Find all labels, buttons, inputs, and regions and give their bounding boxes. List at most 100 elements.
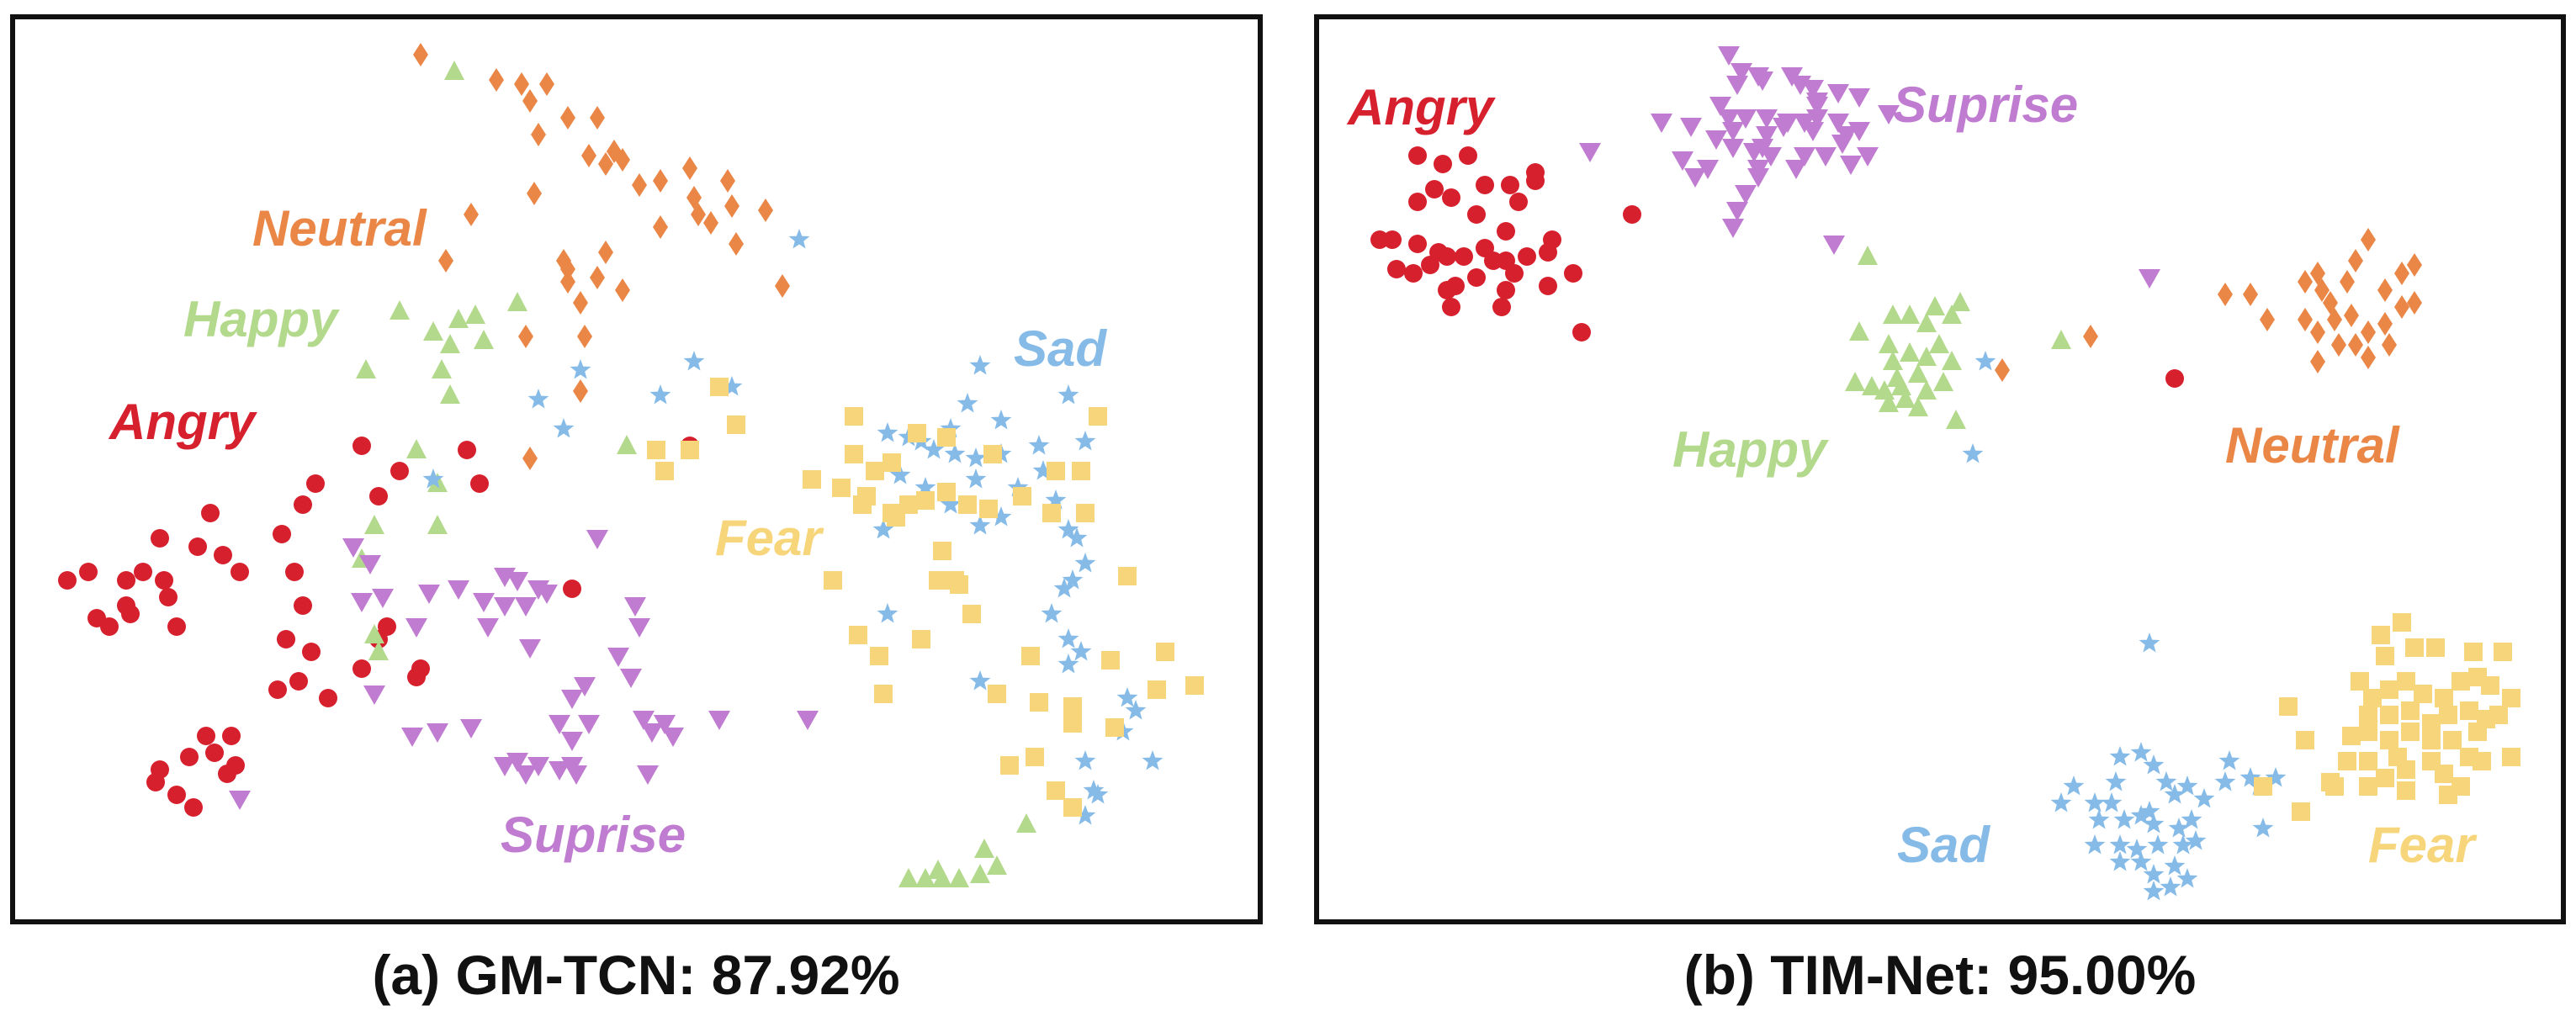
point-fear-a-35 bbox=[870, 647, 888, 665]
point-fear-b-10 bbox=[2380, 680, 2398, 699]
point-suprise-b-48 bbox=[1709, 97, 1731, 116]
point-angry-a-10 bbox=[188, 537, 207, 556]
point-suprise-b-30 bbox=[1815, 147, 1837, 167]
point-sad-a-49 bbox=[1087, 784, 1109, 804]
point-neutral-a-12 bbox=[632, 173, 647, 197]
point-sad-b-9 bbox=[2130, 742, 2152, 762]
point-happy-a-6 bbox=[474, 330, 494, 349]
label-sad-a: Sad bbox=[1014, 320, 1107, 377]
point-angry-a-42 bbox=[167, 786, 186, 804]
point-neutral-b-18 bbox=[2344, 304, 2359, 327]
point-happy-b-12 bbox=[1929, 334, 1949, 353]
point-neutral-a-23 bbox=[527, 182, 542, 205]
point-suprise-b-7 bbox=[1802, 80, 1824, 99]
point-angry-a-37 bbox=[180, 748, 199, 766]
point-happy-a-16 bbox=[364, 624, 384, 643]
point-fear-b-6 bbox=[2494, 643, 2512, 661]
point-suprise-b-9 bbox=[1827, 84, 1849, 103]
point-angry-a-38 bbox=[205, 744, 224, 762]
point-fear-b-1 bbox=[2393, 613, 2411, 632]
point-angry-b-27 bbox=[1467, 268, 1486, 287]
point-happy-b-3 bbox=[1916, 313, 1937, 332]
label-fear-a: Fear bbox=[715, 510, 824, 566]
point-angry-a-16 bbox=[306, 474, 325, 493]
label-neutral-a: Neutral bbox=[252, 200, 427, 257]
point-sad-b-26 bbox=[2147, 834, 2169, 855]
point-sad-b-14 bbox=[2193, 788, 2215, 808]
point-neutral-a-4 bbox=[539, 72, 554, 96]
point-sad-a-35 bbox=[1053, 578, 1075, 598]
point-fear-a-7 bbox=[937, 428, 956, 447]
point-happy-b-1 bbox=[1883, 304, 1903, 324]
point-fear-b-40 bbox=[2376, 769, 2394, 787]
point-sad-b-25 bbox=[2172, 834, 2194, 855]
point-sad-a-40 bbox=[877, 603, 898, 623]
point-fear-a-34 bbox=[849, 626, 867, 644]
point-sad-b-34 bbox=[2143, 881, 2165, 901]
point-angry-b-22 bbox=[1387, 260, 1406, 278]
point-suprise-a-39 bbox=[708, 711, 730, 730]
point-happy-a-23 bbox=[949, 868, 969, 887]
point-fear-b-8 bbox=[2351, 672, 2369, 691]
point-angry-b-21 bbox=[1543, 230, 1561, 249]
point-fear-a-33 bbox=[1118, 567, 1137, 585]
point-angry-b-30 bbox=[1564, 264, 1582, 283]
point-suprise-a-0 bbox=[342, 538, 364, 558]
point-neutral-b-9 bbox=[2361, 228, 2376, 251]
point-happy-a-0 bbox=[444, 61, 464, 80]
point-neutral-a-30 bbox=[615, 278, 630, 302]
point-fear-a-1 bbox=[727, 416, 745, 434]
point-suprise-b-3 bbox=[1752, 71, 1773, 91]
point-sad-b-5 bbox=[2063, 775, 2085, 796]
point-suprise-a-15 bbox=[536, 585, 558, 604]
point-happy-a-5 bbox=[465, 304, 485, 324]
point-sad-b-16 bbox=[2239, 767, 2261, 787]
point-suprise-b-44 bbox=[1579, 143, 1601, 162]
point-fear-a-18 bbox=[916, 491, 935, 510]
panel-a: Neutral Happy Angry Sad Fear Suprise bbox=[10, 14, 1263, 924]
point-angry-a-34 bbox=[563, 580, 581, 598]
point-sad-b-24 bbox=[2181, 809, 2202, 829]
point-angry-b-24 bbox=[1421, 256, 1439, 274]
point-neutral-a-7 bbox=[590, 106, 605, 130]
point-angry-a-44 bbox=[146, 773, 165, 791]
point-sad-b-30 bbox=[2130, 851, 2152, 871]
point-fear-b-12 bbox=[2414, 685, 2432, 703]
point-neutral-a-32 bbox=[560, 270, 575, 294]
point-sad-b-31 bbox=[2109, 834, 2131, 855]
point-sad-a-41 bbox=[1057, 654, 1079, 674]
point-happy-a-2 bbox=[423, 321, 443, 341]
point-fear-b-47 bbox=[2292, 802, 2310, 821]
point-fear-a-0 bbox=[710, 378, 729, 396]
point-sad-a-9 bbox=[1057, 384, 1079, 405]
point-suprise-a-26 bbox=[527, 757, 549, 776]
point-fear-b-9 bbox=[2363, 689, 2382, 707]
point-happy-a-9 bbox=[440, 384, 460, 404]
point-neutral-b-27 bbox=[1995, 358, 2010, 382]
point-fear-a-46 bbox=[1105, 718, 1124, 737]
point-neutral-b-7 bbox=[2340, 270, 2355, 294]
point-fear-b-26 bbox=[2359, 723, 2377, 741]
point-suprise-a-13 bbox=[519, 639, 541, 659]
point-angry-b-5 bbox=[1442, 188, 1460, 207]
point-suprise-a-6 bbox=[448, 580, 469, 600]
point-neutral-a-36 bbox=[522, 447, 538, 470]
point-fear-a-36 bbox=[912, 630, 930, 648]
point-angry-b-23 bbox=[1404, 264, 1423, 283]
point-sad-b-38 bbox=[2139, 801, 2160, 821]
point-fear-a-53 bbox=[950, 575, 968, 594]
point-happy-b-9 bbox=[1883, 351, 1903, 370]
point-neutral-a-0 bbox=[413, 43, 428, 66]
panel-b: Angry Suprise Happy Neutral Sad Fear bbox=[1314, 14, 2566, 924]
point-fear-a-10 bbox=[803, 470, 821, 489]
point-fear-a-21 bbox=[979, 500, 998, 518]
point-fear-b-17 bbox=[2502, 689, 2520, 707]
point-fear-a-30 bbox=[929, 571, 947, 590]
point-sad-a-38 bbox=[1057, 628, 1079, 648]
point-sad-b-22 bbox=[2143, 813, 2165, 834]
point-angry-a-8 bbox=[167, 617, 186, 636]
point-fear-b-36 bbox=[2359, 752, 2377, 770]
point-suprise-a-18 bbox=[628, 618, 650, 638]
point-suprise-b-34 bbox=[1785, 160, 1807, 179]
point-happy-b-15 bbox=[1908, 363, 1928, 383]
